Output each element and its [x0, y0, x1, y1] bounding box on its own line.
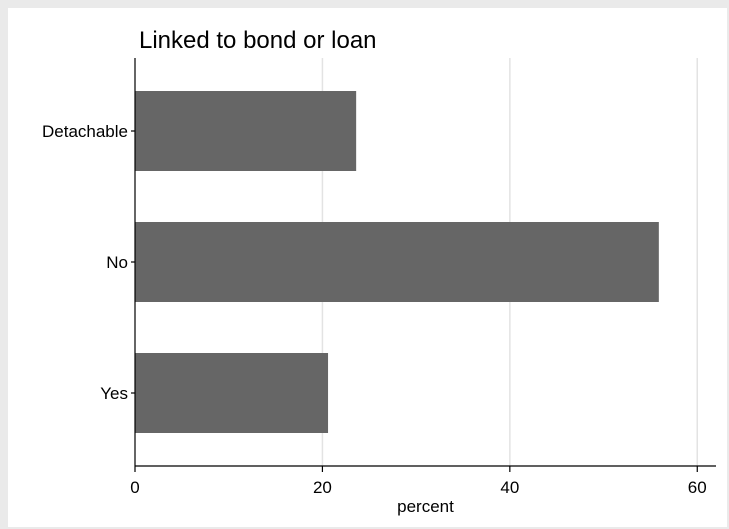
- category-label-no: No: [106, 253, 128, 272]
- category-label-yes: Yes: [100, 384, 128, 403]
- category-label-detachable: Detachable: [42, 122, 128, 141]
- axes: [131, 58, 716, 472]
- x-tick-label-40: 40: [500, 478, 519, 497]
- bar-detachable: [135, 91, 357, 171]
- bar-yes: [135, 353, 329, 433]
- bars: [135, 91, 659, 433]
- bar-no: [135, 222, 659, 302]
- x-tick-label-20: 20: [313, 478, 332, 497]
- axis-labels: Detachable No Yes 0 20 40 60 percent: [42, 122, 707, 516]
- x-tick-label-0: 0: [130, 478, 139, 497]
- x-tick-label-60: 60: [688, 478, 707, 497]
- chart-title: Linked to bond or loan: [139, 27, 377, 54]
- x-axis-title: percent: [397, 497, 454, 516]
